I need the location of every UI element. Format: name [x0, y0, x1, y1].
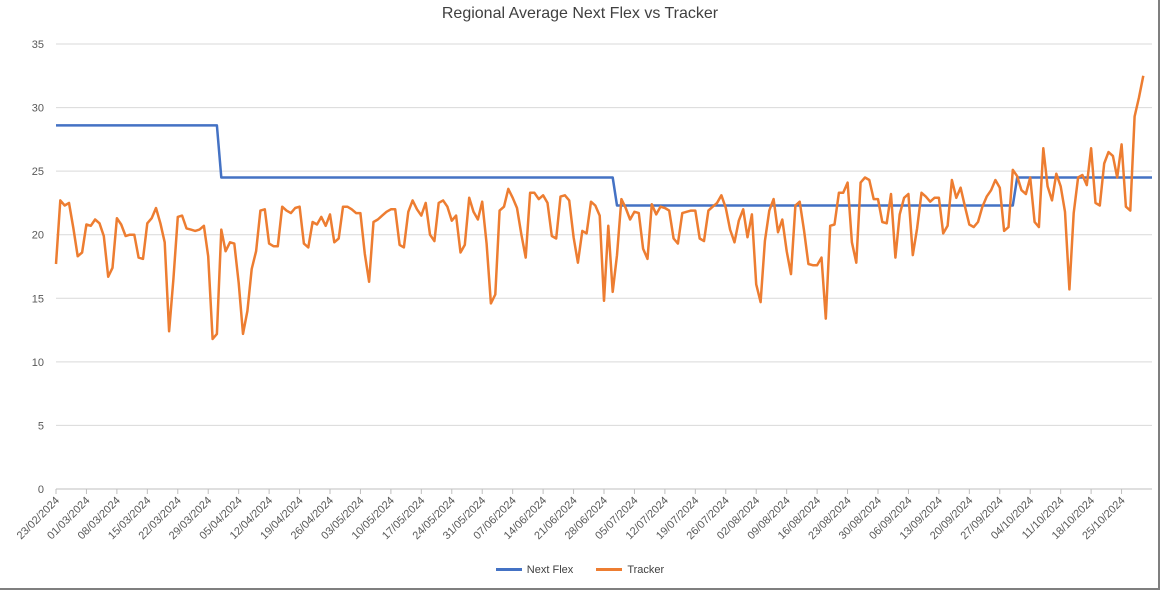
series-line-next-flex	[56, 124, 1152, 207]
legend-label-next-flex: Next Flex	[526, 563, 574, 576]
legend-item-next-flex: Next Flex	[495, 563, 574, 576]
y-tick-label: 25	[32, 166, 44, 178]
legend-swatch-next-flex	[495, 568, 522, 571]
legend-label-tracker: Tracker	[627, 563, 665, 576]
y-tick-label: 5	[38, 420, 44, 432]
legend-swatch-tracker	[596, 568, 623, 571]
y-tick-label: 35	[32, 39, 44, 51]
legend-item-tracker: Tracker	[596, 564, 664, 576]
y-tick-label: 10	[32, 357, 44, 369]
y-tick-label: 0	[38, 484, 44, 496]
y-tick-label: 15	[32, 293, 44, 305]
y-tick-label: 20	[32, 230, 44, 242]
y-tick-label: 30	[32, 103, 44, 115]
line-chart: 0510152025303523/02/202401/03/202408/03/…	[15, 39, 1152, 542]
chart-title: Regional Average Next Flex vs Tracker	[441, 5, 719, 22]
chart-legend: Next Flex Tracker	[0, 562, 1160, 576]
series-line-tracker	[54, 75, 1145, 341]
